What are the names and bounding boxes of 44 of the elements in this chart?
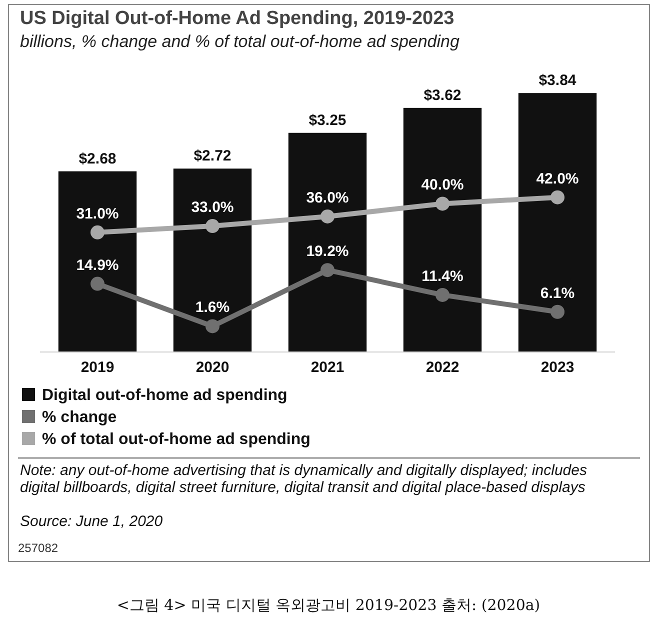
x-tick-label: 2019 (80, 359, 114, 376)
point (320, 263, 334, 278)
bar (288, 132, 367, 352)
data-label: $2.72 (194, 148, 232, 165)
x-tick-label: 2020 (196, 359, 230, 376)
x-tick-label: 2023 (540, 359, 574, 376)
bar (58, 171, 137, 352)
bar (173, 168, 252, 352)
data-label: 31.0% (76, 205, 119, 222)
legend-label: % of total out-of-home ad spending (42, 431, 310, 448)
point (90, 225, 104, 240)
text: Note: any out-of-home advertising that is dynamically and digitally displayed; includes digital billboards, digital street furniture, digital transit and digital place-based displays (20, 462, 588, 496)
x-tick-label: 2021 (310, 359, 344, 376)
data-label: $3.84 (538, 72, 577, 90)
data-label: 14.9% (76, 256, 119, 274)
chart-title: US Digital Out-of-Home Ad Spending, 2019-2023 (20, 8, 454, 30)
point (436, 196, 450, 211)
point (550, 304, 564, 319)
data-label: 33.0% (191, 199, 234, 216)
text: <그림 4> 미국 디지털 옥외광고비 2019-2023 출처: (2020a) (116, 596, 542, 615)
point (550, 190, 564, 204)
chart-subtitle: billions, % change and % of total out-of-home ad spending (20, 32, 460, 52)
bar (518, 93, 597, 352)
point (436, 288, 450, 302)
source-note: Source: June 1, 2020 (20, 513, 163, 530)
data-label: 6.1% (540, 284, 575, 302)
point (320, 209, 334, 224)
legend-label: % change (42, 409, 117, 426)
data-label: $3.25 (308, 112, 346, 129)
x-tick-label: 2022 (426, 359, 460, 376)
point (206, 319, 220, 334)
data-label: 1.6% (195, 299, 230, 316)
legend-label: Digital out-of-home ad spending (42, 387, 288, 404)
bar (403, 108, 482, 352)
data-label: 11.4% (422, 268, 464, 285)
data-label: 40.0% (421, 176, 464, 194)
data-label: 36.0% (306, 189, 349, 206)
data-label: $3.62 (424, 86, 462, 104)
data-label: 19.2% (306, 243, 349, 260)
text: 257082 (18, 541, 58, 555)
point (206, 219, 220, 234)
point (90, 276, 104, 291)
data-label: $2.68 (78, 150, 116, 168)
data-label: 42.0% (536, 170, 579, 188)
